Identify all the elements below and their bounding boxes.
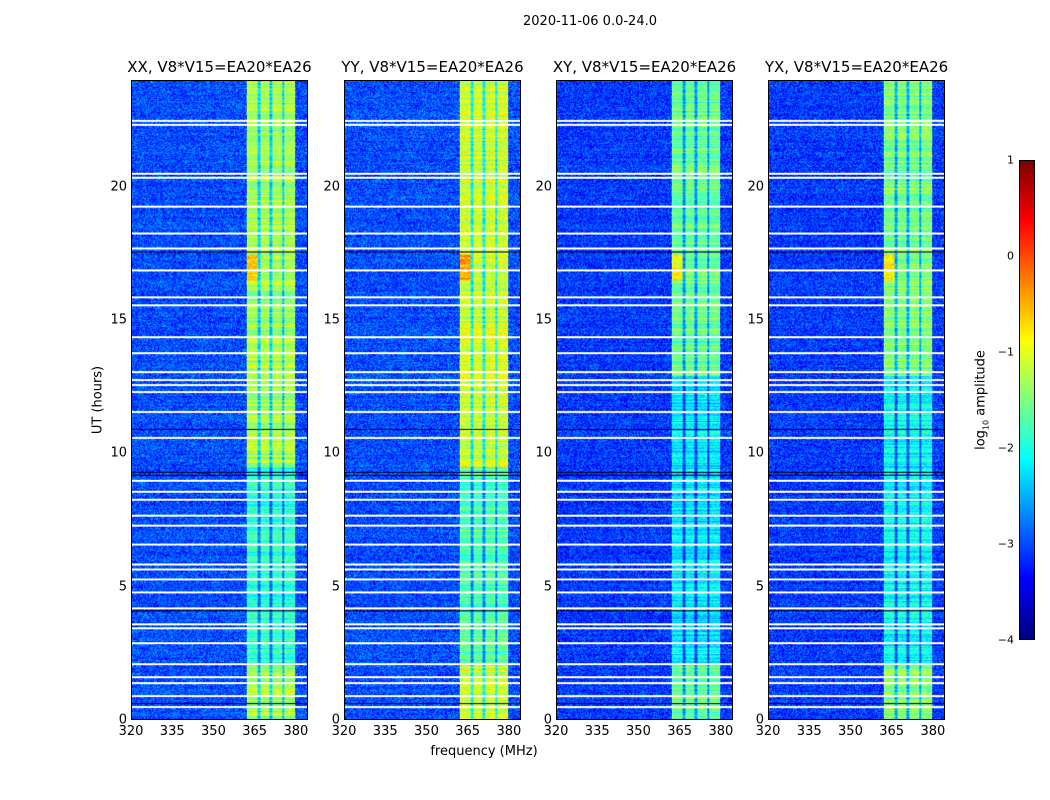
spectrogram-panel-2 bbox=[556, 80, 733, 720]
panel-title: XY, V8*V15=EA20*EA26 bbox=[552, 58, 737, 76]
x-tick-label: 335 bbox=[372, 724, 398, 739]
y-tick-label: 0 bbox=[543, 712, 552, 728]
y-tick-label: 20 bbox=[110, 179, 127, 195]
x-tick-label: 380 bbox=[920, 724, 946, 739]
colorbar-tick-label: 0 bbox=[1007, 249, 1014, 263]
y-tick-label: 0 bbox=[118, 712, 127, 728]
x-tick-label: 320 bbox=[331, 724, 357, 739]
y-tick-label: 15 bbox=[535, 312, 552, 328]
colorbar-tick-label: 1 bbox=[1007, 153, 1014, 167]
spectrogram-panel-3 bbox=[768, 80, 945, 720]
y-tick-label: 5 bbox=[755, 579, 764, 595]
x-tick-label: 365 bbox=[242, 724, 268, 739]
x-tick-label: 350 bbox=[414, 724, 439, 739]
spectrogram-panel-0 bbox=[131, 80, 308, 720]
y-tick-label: 5 bbox=[118, 579, 127, 595]
y-tick-label: 10 bbox=[535, 445, 552, 461]
x-tick-label: 335 bbox=[159, 724, 185, 739]
x-tick-label: 335 bbox=[796, 724, 822, 739]
x-tick-label: 320 bbox=[755, 724, 781, 739]
colorbar-label: log10 amplitude bbox=[973, 350, 991, 450]
panel-title: XX, V8*V15=EA20*EA26 bbox=[127, 58, 312, 76]
x-tick-label: 320 bbox=[118, 724, 144, 739]
colorbar-tick-label: −4 bbox=[997, 633, 1014, 647]
y-tick-label: 0 bbox=[331, 712, 340, 728]
spectrogram-image bbox=[345, 81, 520, 719]
y-tick-label: 0 bbox=[755, 712, 764, 728]
x-axis-label: frequency (MHz) bbox=[430, 744, 538, 759]
figure-suptitle: 2020-11-06 0.0-24.0 bbox=[523, 14, 657, 29]
y-axis-label: UT (hours) bbox=[90, 365, 106, 435]
y-tick-label: 15 bbox=[747, 312, 764, 328]
x-tick-label: 335 bbox=[584, 724, 610, 739]
colorbar-tick-label: −1 bbox=[997, 345, 1014, 359]
spectrogram-image bbox=[769, 81, 944, 719]
colorbar-tick-label: −2 bbox=[997, 441, 1014, 455]
x-tick-label: 320 bbox=[543, 724, 569, 739]
colorbar-tick-label: −3 bbox=[997, 537, 1014, 551]
x-tick-label: 350 bbox=[838, 724, 863, 739]
y-tick-label: 20 bbox=[747, 179, 764, 195]
x-tick-label: 365 bbox=[879, 724, 905, 739]
y-tick-label: 10 bbox=[747, 445, 764, 461]
y-tick-label: 15 bbox=[323, 312, 340, 328]
spectrogram-panel-1 bbox=[344, 80, 521, 720]
y-tick-label: 20 bbox=[323, 179, 340, 195]
x-tick-label: 380 bbox=[496, 724, 522, 739]
y-tick-label: 10 bbox=[323, 445, 340, 461]
y-tick-label: 5 bbox=[543, 579, 552, 595]
panel-title: YY, V8*V15=EA20*EA26 bbox=[341, 58, 524, 76]
y-tick-label: 15 bbox=[110, 312, 127, 328]
x-tick-label: 365 bbox=[455, 724, 481, 739]
x-tick-label: 365 bbox=[667, 724, 693, 739]
colorbar bbox=[1019, 160, 1035, 640]
x-tick-label: 380 bbox=[708, 724, 734, 739]
panel-title: YX, V8*V15=EA20*EA26 bbox=[764, 58, 949, 76]
y-tick-label: 20 bbox=[535, 179, 552, 195]
spectrogram-image bbox=[557, 81, 732, 719]
x-tick-label: 350 bbox=[626, 724, 651, 739]
y-tick-label: 10 bbox=[110, 445, 127, 461]
x-tick-label: 350 bbox=[201, 724, 226, 739]
spectrogram-image bbox=[132, 81, 307, 719]
x-tick-label: 380 bbox=[283, 724, 309, 739]
y-tick-label: 5 bbox=[331, 579, 340, 595]
